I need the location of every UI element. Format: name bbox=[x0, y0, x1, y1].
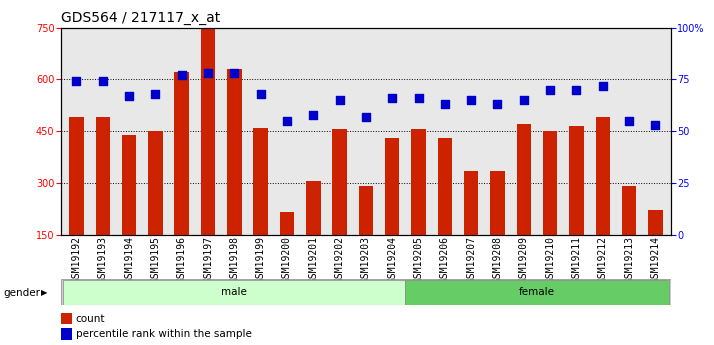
Bar bbox=[411, 129, 426, 235]
Bar bbox=[201, 28, 216, 235]
Text: GSM19201: GSM19201 bbox=[308, 236, 318, 283]
Bar bbox=[438, 138, 452, 235]
Text: GSM19195: GSM19195 bbox=[151, 236, 161, 283]
Point bbox=[334, 97, 346, 103]
Text: GSM19205: GSM19205 bbox=[413, 236, 423, 283]
Point bbox=[176, 72, 188, 78]
Bar bbox=[491, 171, 505, 235]
Bar bbox=[61, 313, 71, 324]
Text: count: count bbox=[76, 314, 106, 324]
Bar bbox=[174, 72, 189, 235]
Text: GSM19210: GSM19210 bbox=[545, 236, 555, 283]
Bar bbox=[306, 181, 321, 235]
Point bbox=[308, 112, 319, 117]
Bar bbox=[64, 280, 406, 305]
Text: gender: gender bbox=[4, 288, 41, 297]
Point bbox=[228, 70, 240, 76]
Bar bbox=[543, 131, 558, 235]
Point bbox=[150, 91, 161, 97]
Text: GDS564 / 217117_x_at: GDS564 / 217117_x_at bbox=[61, 11, 220, 25]
Bar bbox=[253, 128, 268, 235]
Text: GSM19214: GSM19214 bbox=[650, 236, 660, 283]
Bar bbox=[464, 171, 478, 235]
Bar bbox=[385, 138, 399, 235]
Point bbox=[413, 95, 424, 101]
Text: GSM19213: GSM19213 bbox=[624, 236, 634, 283]
Point bbox=[202, 70, 213, 76]
Text: GSM19199: GSM19199 bbox=[256, 236, 266, 283]
Text: GSM19200: GSM19200 bbox=[282, 236, 292, 283]
Text: male: male bbox=[221, 287, 247, 297]
Bar bbox=[406, 280, 668, 305]
Point bbox=[97, 79, 109, 84]
Text: GSM19193: GSM19193 bbox=[98, 236, 108, 283]
Text: GSM19207: GSM19207 bbox=[466, 236, 476, 283]
Bar bbox=[569, 126, 583, 235]
Bar bbox=[227, 69, 241, 235]
Point bbox=[623, 118, 635, 124]
Text: GSM19196: GSM19196 bbox=[177, 236, 187, 283]
Text: GSM19197: GSM19197 bbox=[203, 236, 213, 283]
Point bbox=[360, 114, 371, 119]
Bar bbox=[69, 117, 84, 235]
Point bbox=[650, 122, 661, 128]
Point bbox=[124, 93, 135, 99]
Text: female: female bbox=[519, 287, 555, 297]
Bar bbox=[61, 328, 71, 340]
Text: GSM19212: GSM19212 bbox=[598, 236, 608, 283]
Point bbox=[570, 87, 582, 92]
Bar bbox=[333, 129, 347, 235]
Text: GSM19192: GSM19192 bbox=[71, 236, 81, 283]
Point bbox=[281, 118, 293, 124]
Bar bbox=[358, 186, 373, 235]
Text: GSM19208: GSM19208 bbox=[493, 236, 503, 283]
Bar bbox=[96, 117, 110, 235]
Text: ▶: ▶ bbox=[41, 288, 48, 297]
Point bbox=[71, 79, 82, 84]
Point bbox=[597, 83, 608, 88]
Point bbox=[518, 97, 530, 103]
Point bbox=[386, 95, 398, 101]
Text: GSM19202: GSM19202 bbox=[335, 236, 345, 283]
Point bbox=[439, 101, 451, 107]
Text: GSM19203: GSM19203 bbox=[361, 236, 371, 283]
Bar bbox=[280, 212, 294, 235]
Bar bbox=[122, 135, 136, 235]
Text: GSM19211: GSM19211 bbox=[571, 236, 581, 283]
Bar bbox=[149, 131, 163, 235]
Bar bbox=[648, 210, 663, 235]
Bar bbox=[595, 117, 610, 235]
Point bbox=[544, 87, 555, 92]
Point bbox=[492, 101, 503, 107]
Point bbox=[255, 91, 266, 97]
Point bbox=[466, 97, 477, 103]
Text: GSM19194: GSM19194 bbox=[124, 236, 134, 283]
Bar bbox=[622, 186, 636, 235]
Text: GSM19209: GSM19209 bbox=[519, 236, 529, 283]
Text: GSM19204: GSM19204 bbox=[387, 236, 397, 283]
Text: percentile rank within the sample: percentile rank within the sample bbox=[76, 329, 252, 339]
Text: GSM19198: GSM19198 bbox=[229, 236, 239, 283]
Bar bbox=[516, 124, 531, 235]
Text: GSM19206: GSM19206 bbox=[440, 236, 450, 283]
